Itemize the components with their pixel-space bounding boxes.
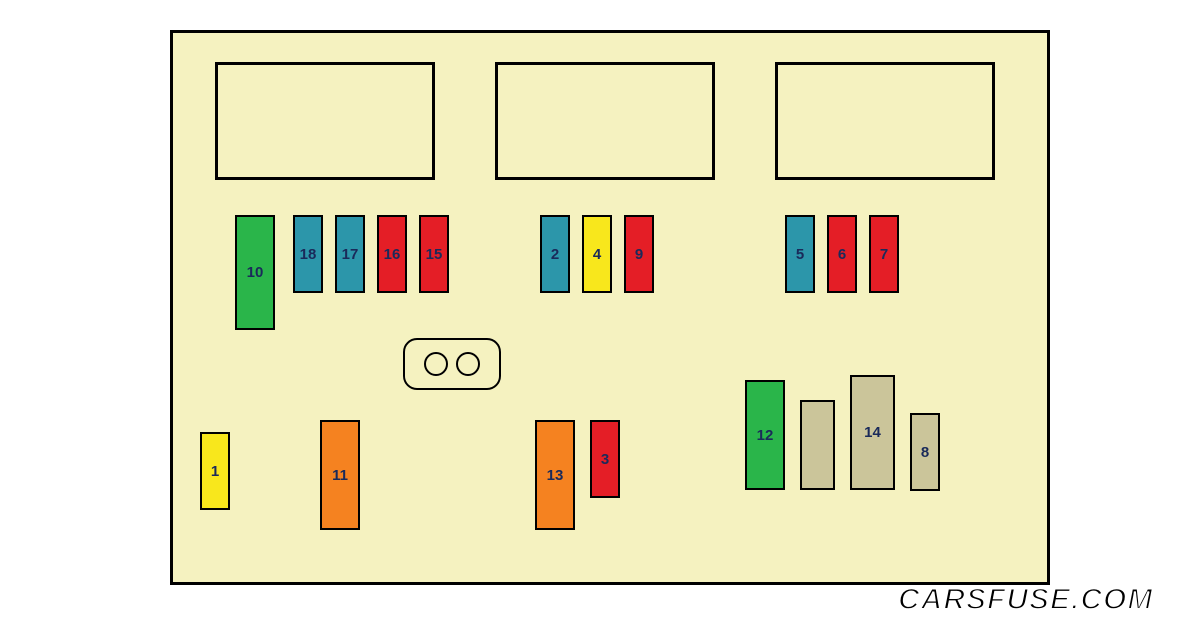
fuse-17: 17 <box>335 215 365 293</box>
fuse-7: 7 <box>869 215 899 293</box>
fuse-5: 5 <box>785 215 815 293</box>
fuse-11: 11 <box>320 420 360 530</box>
fuse-14: 14 <box>850 375 895 490</box>
relay-3 <box>775 62 995 180</box>
watermark: CARSFUSE.COM <box>898 583 1153 617</box>
relay-1 <box>215 62 435 180</box>
fuse-15: 15 <box>419 215 449 293</box>
fuse-6: 6 <box>827 215 857 293</box>
connector-pin <box>456 352 480 376</box>
fuse-2: 2 <box>540 215 570 293</box>
fuse-8: 8 <box>910 413 940 491</box>
fuse-12: 12 <box>745 380 785 490</box>
fuse-4: 4 <box>582 215 612 293</box>
connector <box>403 338 501 390</box>
connector-pin <box>424 352 448 376</box>
fuse-18: 18 <box>293 215 323 293</box>
fuse-9: 9 <box>624 215 654 293</box>
fuse-blank-a <box>800 400 835 490</box>
fuse-10: 10 <box>235 215 275 330</box>
fuse-1: 1 <box>200 432 230 510</box>
fuse-3: 3 <box>590 420 620 498</box>
relay-2 <box>495 62 715 180</box>
fuse-13: 13 <box>535 420 575 530</box>
fuse-16: 16 <box>377 215 407 293</box>
